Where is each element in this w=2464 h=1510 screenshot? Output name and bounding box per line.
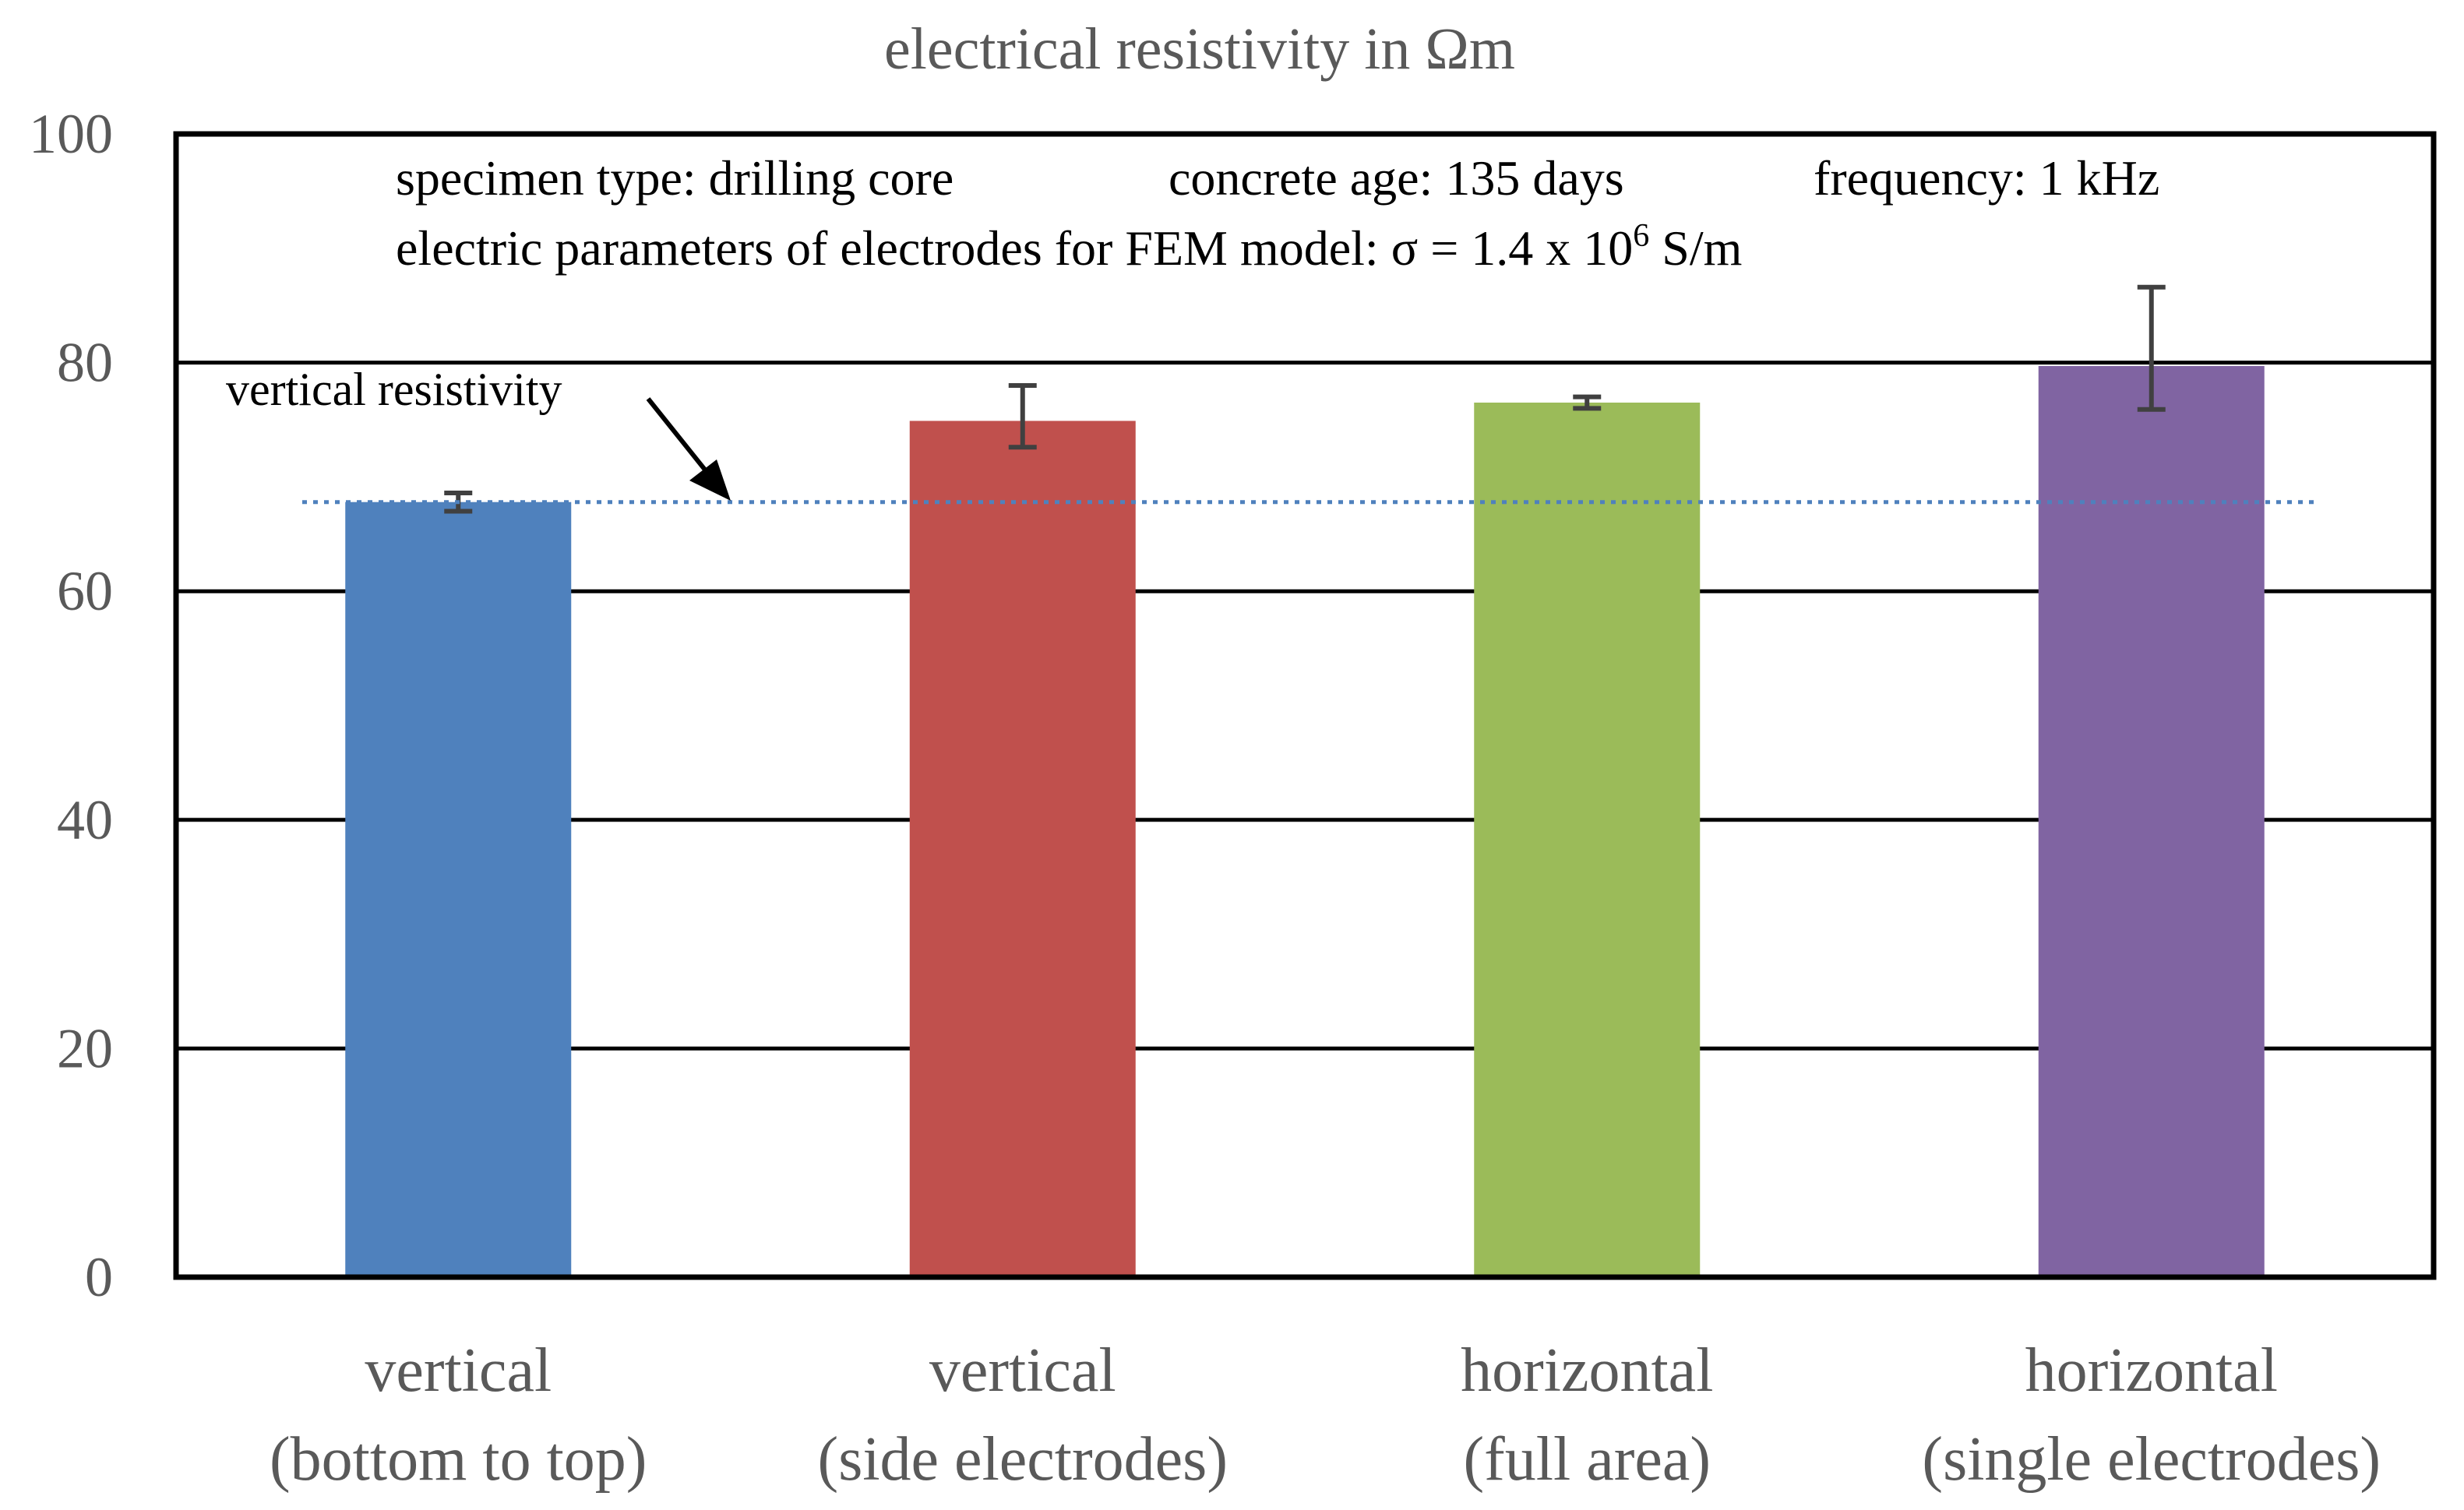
- x-category-sublabel: (full area): [1463, 1425, 1711, 1494]
- info-specimen-type: specimen type: drilling core: [396, 150, 954, 206]
- x-category-label: vertical: [929, 1336, 1116, 1405]
- x-category-sublabel: (bottom to top): [270, 1425, 647, 1494]
- reference-line-label: vertical resistivity: [226, 364, 562, 415]
- bar-4: [2038, 366, 2265, 1277]
- y-tick-label: 100: [29, 103, 113, 165]
- y-tick-label: 0: [85, 1246, 113, 1308]
- x-axis-categories: vertical (bottom to top) vertical (side ele…: [270, 1336, 2381, 1494]
- plot-frame: [173, 131, 2437, 1280]
- bars: [345, 366, 2265, 1277]
- x-category-sublabel: (single electrodes): [1922, 1425, 2381, 1494]
- info-params-exponent: 6: [1633, 218, 1649, 254]
- error-bar-2: [1008, 382, 1037, 450]
- chart-title: electrical resistivity in Ωm: [884, 16, 1515, 82]
- bar-1: [345, 502, 572, 1277]
- x-category-label: horizontal: [2025, 1336, 2278, 1405]
- annotation-arrow: [646, 397, 731, 501]
- info-concrete-age: concrete age: 135 days: [1169, 150, 1624, 206]
- y-tick-label: 60: [57, 560, 113, 622]
- x-category-label: vertical: [365, 1336, 552, 1405]
- bar-3: [1474, 402, 1701, 1277]
- info-params-suffix: S/m: [1649, 220, 1742, 276]
- error-bar-3: [1573, 394, 1602, 411]
- y-axis-ticks: 0 20 40 60 80 100: [29, 103, 113, 1308]
- error-bar-4: [2137, 284, 2166, 412]
- info-electrode-parameters: electric parameters of electrodes for FE…: [396, 218, 1742, 276]
- y-tick-label: 40: [57, 789, 113, 851]
- bar-2: [909, 421, 1136, 1277]
- y-tick-label: 80: [57, 332, 113, 394]
- x-category-sublabel: (side electrodes): [818, 1425, 1228, 1494]
- info-frequency: frequency: 1 kHz: [1814, 150, 2159, 206]
- x-category-label: horizontal: [1461, 1336, 1713, 1405]
- info-params-prefix: electric parameters of electrodes for FE…: [396, 220, 1633, 276]
- y-tick-label: 20: [57, 1017, 113, 1079]
